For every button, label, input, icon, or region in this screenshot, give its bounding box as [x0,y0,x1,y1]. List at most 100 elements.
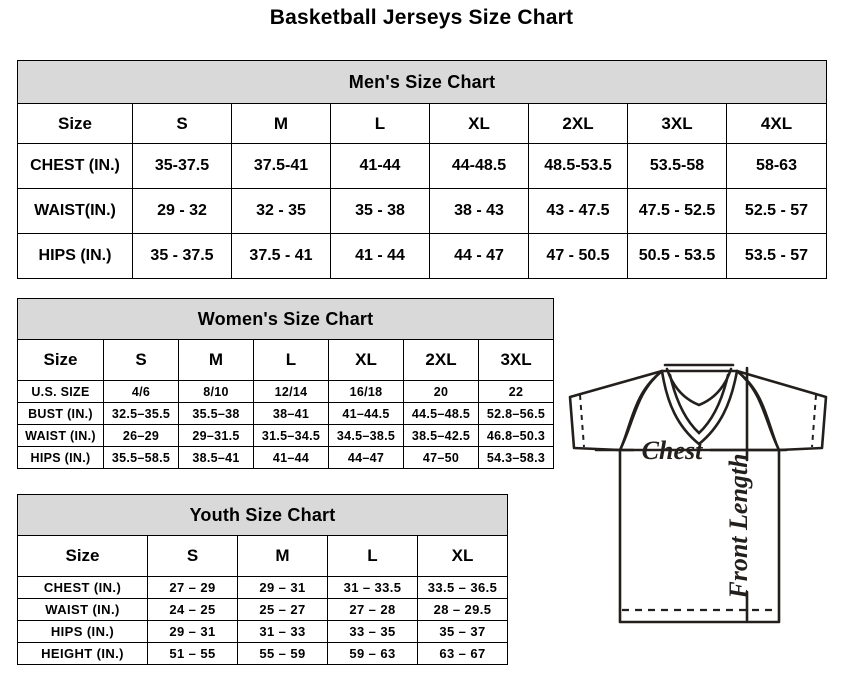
front-length-label: Front Length [724,453,753,599]
womens-header-row: Size S M L XL 2XL 3XL [17,339,555,381]
womens-cell: 35.5–38 [178,402,254,425]
youth-row-label: CHEST (IN.) [17,576,148,599]
mens-cell: 53.5 - 57 [725,233,828,279]
youth-header-cell: S [147,535,238,577]
mens-band-row: Men's Size Chart [16,60,828,104]
womens-cell: 38.5–41 [178,446,254,469]
womens-cell: 38–41 [253,402,329,425]
mens-cell: 58-63 [725,143,828,189]
youth-size-chart-table: Youth Size Chart Size S M L XL CHEST (IN… [17,494,508,665]
youth-cell: 59 – 63 [327,642,418,665]
womens-header-cell: XL [328,339,404,381]
youth-band-row: Youth Size Chart [17,494,508,536]
jersey-left-cuff-dashes [579,394,585,448]
mens-cell: 47.5 - 52.5 [627,188,727,234]
mens-cell: 41-44 [330,143,430,189]
mens-header-cell: 3XL [627,103,727,144]
table-row: CHEST (IN.) 35-37.5 37.5-41 41-44 44-48.… [17,143,828,189]
womens-header-cell: L [253,339,329,381]
mens-cell: 35 - 38 [330,188,430,234]
youth-header-row: Size S M L XL [17,535,508,577]
mens-cell: 38 - 43 [429,188,529,234]
mens-cell: 44-48.5 [429,143,529,189]
page-title: Basketball Jerseys Size Chart [269,6,574,29]
mens-header-row: Size S M L XL 2XL 3XL 4XL [17,103,828,144]
mens-cell: 29 - 32 [132,188,232,234]
table-row: WAIST(IN.) 29 - 32 32 - 35 35 - 38 38 - … [17,188,828,234]
jersey-right-armhole-seam [735,369,781,452]
mens-header-cell: XL [429,103,529,144]
womens-cell: 41–44.5 [328,402,404,425]
womens-band-row: Women's Size Chart [16,298,555,340]
youth-cell: 55 – 59 [237,642,328,665]
mens-row-label: HIPS (IN.) [17,233,133,279]
womens-header-cell: M [178,339,254,381]
table-row: HIPS (IN.) 35 - 37.5 37.5 - 41 41 - 44 4… [17,233,828,279]
table-row: CHEST (IN.) 27 – 29 29 – 31 31 – 33.5 33… [17,576,508,599]
womens-cell: 44.5–48.5 [403,402,479,425]
youth-cell: 29 – 31 [237,576,328,599]
youth-band-title: Youth Size Chart [17,494,508,536]
mens-cell: 35 - 37.5 [132,233,232,279]
youth-header-cell: M [237,535,328,577]
youth-cell: 31 – 33.5 [327,576,418,599]
table-row: HIPS (IN.) 35.5–58.5 38.5–41 41–44 44–47… [17,446,555,469]
mens-cell: 53.5-58 [627,143,727,189]
womens-cell: 22 [477,380,555,403]
youth-header-cell: XL [417,535,508,577]
jersey-left-armhole-seam [618,369,664,452]
youth-cell: 33.5 – 36.5 [417,576,508,599]
womens-cell: 34.5–38.5 [328,424,404,447]
womens-header-cell: 2XL [403,339,479,381]
youth-cell: 35 – 37 [417,620,508,643]
mens-cell: 41 - 44 [330,233,430,279]
youth-cell: 24 – 25 [147,598,238,621]
mens-header-cell: S [132,103,232,144]
mens-cell: 47 - 50.5 [528,233,628,279]
jersey-neckline-inner [668,373,730,435]
womens-cell: 38.5–42.5 [403,424,479,447]
table-row: HIPS (IN.) 29 – 31 31 – 33 33 – 35 35 – … [17,620,508,643]
womens-cell: 44–47 [328,446,404,469]
womens-header-cell: S [103,339,179,381]
youth-cell: 29 – 31 [147,620,238,643]
mens-cell: 44 - 47 [429,233,529,279]
womens-cell: 31.5–34.5 [253,424,329,447]
youth-row-label: WAIST (IN.) [17,598,148,621]
womens-row-label: U.S. SIZE [17,380,104,403]
mens-header-cell: 4XL [725,103,828,144]
chest-label: Chest [642,436,703,465]
womens-cell: 16/18 [328,380,404,403]
womens-cell: 8/10 [178,380,254,403]
mens-cell: 37.5-41 [231,143,331,189]
womens-row-label: BUST (IN.) [17,402,104,425]
womens-cell: 54.3–58.3 [477,446,555,469]
womens-cell: 46.8–50.3 [477,424,555,447]
youth-cell: 33 – 35 [327,620,418,643]
table-row: WAIST (IN.) 24 – 25 25 – 27 27 – 28 28 –… [17,598,508,621]
youth-header-cell: Size [17,535,148,577]
youth-cell: 31 – 33 [237,620,328,643]
jersey-collar-band [665,367,733,407]
mens-band-title: Men's Size Chart [16,60,828,104]
youth-cell: 51 – 55 [147,642,238,665]
mens-cell: 52.5 - 57 [725,188,828,234]
mens-row-label: WAIST(IN.) [17,188,133,234]
mens-header-cell: 2XL [528,103,628,144]
womens-size-chart-table: Women's Size Chart Size S M L XL 2XL 3XL… [16,298,555,469]
mens-header-cell: Size [17,103,133,144]
mens-cell: 48.5-53.5 [528,143,628,189]
mens-cell: 43 - 47.5 [528,188,628,234]
youth-cell: 25 – 27 [237,598,328,621]
mens-header-cell: L [330,103,430,144]
youth-cell: 63 – 67 [417,642,508,665]
table-row: U.S. SIZE 4/6 8/10 12/14 16/18 20 22 [17,380,555,403]
mens-header-cell: M [231,103,331,144]
womens-cell: 47–50 [403,446,479,469]
womens-cell: 52.8–56.5 [477,402,555,425]
womens-cell: 35.5–58.5 [103,446,179,469]
jersey-body-shape [618,448,781,624]
womens-row-label: WAIST (IN.) [17,424,104,447]
jersey-measurement-diagram: Chest Front Length [536,352,843,679]
youth-row-label: HEIGHT (IN.) [17,642,148,665]
